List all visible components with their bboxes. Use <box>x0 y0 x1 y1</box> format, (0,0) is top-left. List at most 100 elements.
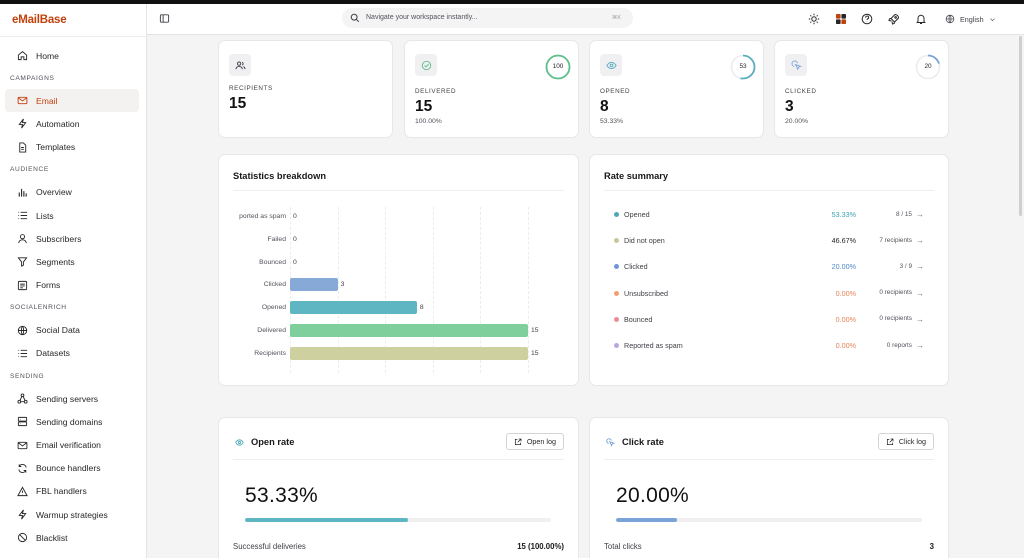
arrow-right-icon: → <box>916 314 924 324</box>
sidebar-item-bounce-handlers[interactable]: Bounce handlers <box>5 457 139 480</box>
sidebar-item-label: Home <box>36 50 59 61</box>
click-log-button[interactable]: Click log <box>877 433 934 450</box>
rate-row[interactable]: Bounced 0.00% 0 recipients → <box>614 314 924 326</box>
cursor-click-icon <box>791 60 802 70</box>
search-shortcut: ⌘K <box>611 14 621 21</box>
chart-bar[interactable] <box>290 278 338 292</box>
chart-category-label: ported as spam <box>239 213 286 220</box>
stat-card-opened: 53 OPENED 8 53.33% <box>589 40 764 138</box>
ring-progress <box>730 54 756 80</box>
top-edge-strip <box>0 0 1024 4</box>
sidebar-item-label: Overview <box>36 187 72 198</box>
delivered-progress-ring <box>545 54 571 80</box>
rate-row[interactable]: Unsubscribed 0.00% 0 recipients → <box>614 288 924 300</box>
ring-value: 100 <box>552 63 564 70</box>
chart-gridline <box>528 207 529 373</box>
arrow-right-icon: → <box>916 288 924 298</box>
status-dot <box>614 238 619 244</box>
rate-row[interactable]: Clicked 20.00% 3 / 9 → <box>614 261 924 273</box>
search-placeholder: Navigate your workspace instantly... <box>366 14 478 21</box>
card-title: Statistics breakdown <box>233 171 326 181</box>
rate-row[interactable]: Reported as spam 0.00% 0 reports → <box>614 340 924 352</box>
stat-label: DELIVERED <box>415 88 457 95</box>
sidebar-item-sending-servers[interactable]: Sending servers <box>5 387 139 410</box>
arrow-right-icon: → <box>916 341 924 350</box>
language-label: English <box>960 14 984 24</box>
app-logo[interactable]: eMailBase <box>12 14 67 26</box>
sidebar-item-home[interactable]: Home <box>5 44 139 67</box>
rate-count: 0 recipients <box>879 289 912 297</box>
search-icon <box>350 13 360 23</box>
sidebar-item-label: Datasets <box>36 348 70 359</box>
list-icon <box>18 211 28 220</box>
chart-category-label: Failed <box>267 235 286 243</box>
sidebar-item-email-verification[interactable]: Email verification <box>5 433 139 456</box>
open-log-button[interactable]: Open log <box>505 433 564 450</box>
form-icon <box>17 280 28 290</box>
chart-bar[interactable] <box>290 324 528 337</box>
sidebar: eMailBase Home CAMPAIGNS Email Automatio… <box>0 4 147 558</box>
rate-row[interactable]: Did not open 46.67% 7 recipients → <box>614 235 924 247</box>
sidebar-item-label: Warmup strategies <box>36 509 108 520</box>
sidebar-toggle-icon[interactable] <box>159 13 170 24</box>
button-label: Click log <box>898 437 926 446</box>
chart-category-label: Bounced <box>259 258 286 266</box>
chart-gridline <box>432 207 434 373</box>
sidebar-item-email[interactable]: Email <box>5 89 139 113</box>
rate-percent: 0.00% <box>835 341 856 350</box>
sidebar-item-forms[interactable]: Forms <box>5 274 139 297</box>
page-scrollbar[interactable] <box>1019 36 1022 216</box>
sidebar-item-subscribers[interactable]: Subscribers <box>5 227 139 250</box>
icon-box <box>415 54 437 76</box>
chart-category-label: Opened <box>261 304 286 312</box>
sidebar-divider <box>0 36 147 37</box>
click-rate-progress <box>616 518 922 522</box>
language-selector[interactable]: English <box>945 14 996 24</box>
rate-name: Did not open <box>624 236 665 246</box>
rate-percent: 53.33% <box>831 210 856 219</box>
rate-row[interactable]: Opened 53.33% 8 / 15 → <box>614 209 924 221</box>
chart-bar[interactable] <box>290 346 528 360</box>
chart-bar[interactable] <box>290 301 417 315</box>
sidebar-item-blacklist[interactable]: Blacklist <box>5 526 139 549</box>
sidebar-item-automation[interactable]: Automation <box>5 112 139 135</box>
external-link-icon <box>886 438 894 445</box>
status-dot <box>614 212 619 217</box>
rate-count: 0 recipients <box>879 315 912 323</box>
rocket-icon[interactable] <box>888 13 900 25</box>
opened-progress-ring <box>730 54 756 80</box>
sidebar-item-label: Forms <box>36 280 61 291</box>
rate-name: Unsubscribed <box>624 288 668 298</box>
sidebar-item-sending-domains[interactable]: Sending domains <box>5 410 139 433</box>
sidebar-item-templates[interactable]: Templates <box>5 136 139 159</box>
sidebar-item-segments[interactable]: Segments <box>5 250 139 273</box>
rate-count: 3 / 9 <box>899 262 912 270</box>
search-bar[interactable]: Navigate your workspace instantly... ⌘K <box>342 8 633 28</box>
bar-chart-icon <box>18 188 27 197</box>
sidebar-item-lists[interactable]: Lists <box>5 204 139 227</box>
server-icon <box>17 417 28 427</box>
bell-icon[interactable] <box>915 13 927 25</box>
chart-value-label: 3 <box>340 281 345 289</box>
globe-icon <box>945 14 955 24</box>
chart-value-label: 0 <box>293 213 297 220</box>
stat-value: 8 <box>600 98 609 115</box>
sidebar-item-warmup-strategies[interactable]: Warmup strategies <box>5 503 139 526</box>
help-icon[interactable] <box>861 13 873 25</box>
sidebar-item-fbl-handlers[interactable]: FBL handlers <box>5 480 139 503</box>
card-divider <box>233 190 564 191</box>
sidebar-item-datasets[interactable]: Datasets <box>5 342 139 365</box>
section-socialenrich: SOCIALENRICH <box>10 304 67 312</box>
sun-icon[interactable] <box>808 13 820 25</box>
sidebar-item-social-data[interactable]: Social Data <box>5 319 139 342</box>
chart-gridline <box>337 207 339 373</box>
footer-label: Successful deliveries <box>233 542 306 551</box>
click-rate-card: Click rate Click log 20.00% Total clicks… <box>589 417 949 558</box>
app-grid-icon[interactable] <box>835 13 847 25</box>
sidebar-item-overview[interactable]: Overview <box>5 181 139 204</box>
footer-label: Total clicks <box>604 542 642 551</box>
sidebar-item-label: Sending servers <box>36 393 99 404</box>
list-icon <box>18 349 28 358</box>
rate-percent: 46.67% <box>831 236 856 246</box>
section-campaigns: CAMPAIGNS <box>10 74 55 82</box>
